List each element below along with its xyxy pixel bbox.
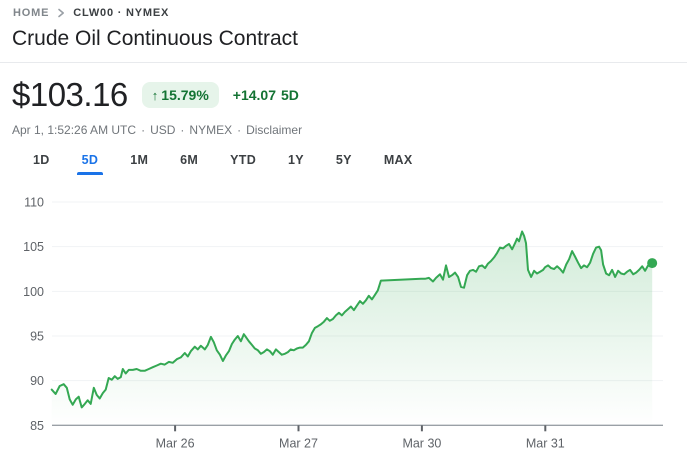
meta-separator: · bbox=[237, 123, 242, 137]
meta-separator: · bbox=[180, 123, 185, 137]
breadcrumb-home-link[interactable]: HOME bbox=[13, 7, 50, 19]
tab-5d[interactable]: 5D bbox=[66, 150, 115, 176]
time-range-tabs: 1D 5D 1M 6M YTD 1Y 5Y MAX bbox=[17, 150, 429, 176]
series-area-fill bbox=[51, 231, 653, 426]
quote-timestamp: Apr 1, 1:52:26 AM UTC bbox=[12, 123, 137, 137]
y-axis-label: 90 bbox=[30, 374, 44, 388]
y-axis-label: 85 bbox=[30, 419, 44, 433]
x-axis-label: Mar 26 bbox=[156, 436, 195, 450]
y-axis-label: 105 bbox=[23, 240, 44, 254]
current-price: $103.16 bbox=[12, 76, 128, 113]
tab-1m[interactable]: 1M bbox=[114, 150, 164, 176]
tab-6m[interactable]: 6M bbox=[164, 150, 214, 176]
change-period: 5D bbox=[281, 87, 299, 103]
quote-exchange: NYMEX bbox=[189, 123, 233, 137]
tab-5y[interactable]: 5Y bbox=[320, 150, 368, 176]
percent-change-value: 15.79% bbox=[161, 87, 209, 103]
breadcrumb: HOME CLW00 · NYMEX bbox=[13, 7, 169, 19]
disclaimer-link[interactable]: Disclaimer bbox=[246, 123, 303, 137]
y-axis-label: 95 bbox=[30, 329, 44, 343]
meta-separator: · bbox=[141, 123, 146, 137]
chevron-right-icon bbox=[58, 8, 65, 18]
quote-header: $103.16 ↑ 15.79% +14.07 5D bbox=[12, 74, 299, 116]
percent-change-badge: ↑ 15.79% bbox=[141, 82, 219, 108]
tab-ytd[interactable]: YTD bbox=[214, 150, 272, 176]
series-line bbox=[50, 230, 654, 409]
last-price-dot bbox=[647, 258, 658, 269]
page-title: Crude Oil Continuous Contract bbox=[12, 27, 298, 50]
header-divider bbox=[0, 62, 687, 63]
change-amount: +14.07 bbox=[232, 87, 276, 103]
price-chart[interactable]: 85 90 95 100 105 110 Mar 26 Mar 27 Mar 30 Mar 31 bbox=[0, 190, 687, 458]
x-axis-label: Mar 31 bbox=[526, 436, 565, 450]
price-chart-area: 85 90 95 100 105 110 Mar 26 Mar 27 Mar 30 Mar 31 bbox=[0, 190, 687, 458]
quote-currency: USD bbox=[150, 123, 176, 137]
absolute-change: +14.07 5D bbox=[233, 87, 299, 103]
x-axis-label: Mar 27 bbox=[279, 436, 318, 450]
arrow-up-icon: ↑ bbox=[151, 87, 159, 103]
tab-max[interactable]: MAX bbox=[368, 150, 429, 176]
tab-1y[interactable]: 1Y bbox=[272, 150, 320, 176]
breadcrumb-symbol: CLW00 · NYMEX bbox=[73, 7, 170, 19]
x-axis-label: Mar 30 bbox=[402, 436, 441, 450]
y-axis-label: 110 bbox=[24, 196, 44, 210]
y-axis-label: 100 bbox=[23, 285, 44, 299]
quote-meta-line: Apr 1, 1:52:26 AM UTC · USD · NYMEX · Di… bbox=[12, 123, 302, 137]
tab-1d[interactable]: 1D bbox=[17, 150, 66, 176]
